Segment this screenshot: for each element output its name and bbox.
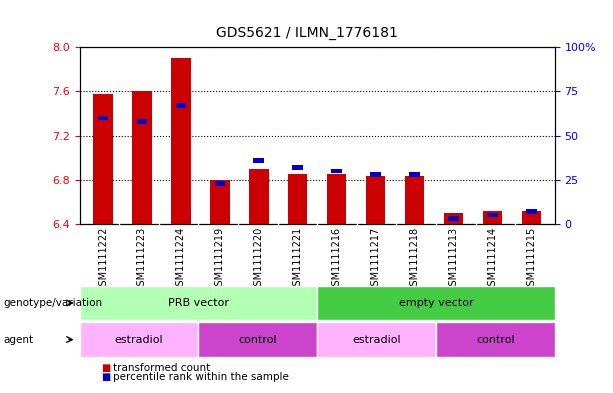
Text: genotype/variation: genotype/variation — [3, 298, 102, 308]
Bar — [318, 286, 555, 320]
Bar — [409, 172, 420, 177]
Bar — [366, 176, 386, 224]
Bar — [132, 91, 152, 224]
Bar — [332, 169, 342, 173]
Bar — [210, 180, 230, 224]
Bar — [80, 286, 318, 320]
Text: control: control — [476, 334, 515, 345]
Bar — [253, 158, 264, 163]
Bar — [526, 209, 537, 214]
Text: agent: agent — [3, 334, 33, 345]
Bar — [80, 322, 199, 357]
Text: control: control — [238, 334, 277, 345]
Bar — [171, 58, 191, 224]
Bar — [292, 165, 303, 170]
Text: empty vector: empty vector — [398, 298, 473, 308]
Bar — [97, 116, 109, 120]
Bar — [215, 181, 225, 185]
Text: estradiol: estradiol — [352, 334, 401, 345]
Bar — [448, 217, 459, 221]
Bar — [405, 176, 424, 224]
Bar — [327, 174, 346, 224]
Bar — [444, 213, 463, 224]
Bar — [482, 211, 502, 224]
Bar — [487, 213, 498, 217]
Bar — [522, 211, 541, 224]
Bar — [137, 119, 147, 124]
Bar — [93, 94, 113, 224]
Bar — [288, 174, 308, 224]
Bar — [436, 322, 555, 357]
Text: estradiol: estradiol — [115, 334, 164, 345]
Bar — [318, 322, 436, 357]
Text: PRB vector: PRB vector — [168, 298, 229, 308]
Bar — [249, 169, 268, 224]
Text: GDS5621 / ILMN_1776181: GDS5621 / ILMN_1776181 — [216, 26, 397, 40]
Text: ■: ■ — [101, 372, 110, 382]
Bar — [370, 172, 381, 177]
Text: ■: ■ — [101, 363, 110, 373]
Bar — [175, 103, 186, 108]
Text: percentile rank within the sample: percentile rank within the sample — [113, 372, 289, 382]
Bar — [199, 322, 318, 357]
Text: transformed count: transformed count — [113, 363, 211, 373]
